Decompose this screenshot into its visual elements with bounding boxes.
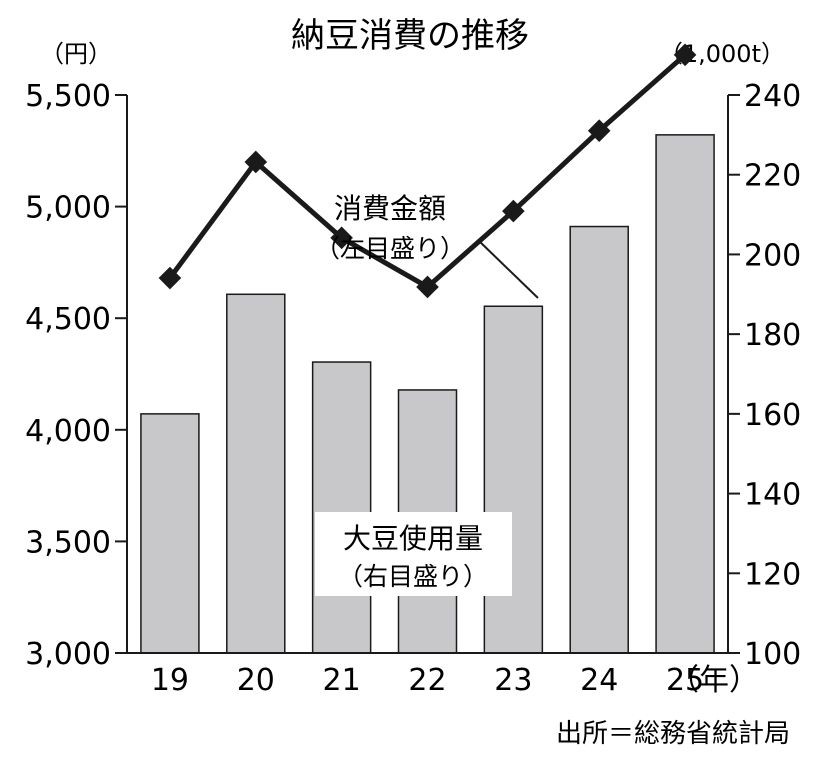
right-tick-label: 180 bbox=[744, 318, 801, 353]
right-tick-label: 240 bbox=[744, 79, 801, 114]
line-series-note: （左目盛り） bbox=[315, 234, 465, 263]
left-tick-label: 5,500 bbox=[25, 79, 111, 114]
bar bbox=[226, 293, 286, 654]
right-tick-label: 220 bbox=[744, 159, 801, 194]
x-tick-label: 19 bbox=[151, 663, 189, 698]
bar-label-box bbox=[315, 512, 512, 596]
right-tick-label: 200 bbox=[744, 238, 801, 273]
x-axis-ticks: 19 20 21 22 23 24 25 bbox=[151, 663, 704, 698]
left-tick-label: 4,500 bbox=[25, 302, 111, 337]
x-tick-label: 24 bbox=[580, 663, 618, 698]
right-tick-label: 120 bbox=[744, 557, 801, 592]
right-tick-label: 100 bbox=[744, 637, 801, 672]
line-leader bbox=[477, 239, 539, 299]
left-tick-label: 5,000 bbox=[25, 191, 111, 226]
bar bbox=[655, 134, 715, 654]
line-point bbox=[416, 275, 439, 299]
source-note: 出所＝総務省統計局 bbox=[556, 719, 790, 749]
bar-series-note: （右目盛り） bbox=[338, 562, 488, 591]
right-tick-label: 160 bbox=[744, 398, 801, 433]
right-axis-ticks: 240 220 200 180 160 140 120 100 bbox=[728, 79, 801, 672]
bar bbox=[569, 225, 629, 654]
x-tick-label: 25 bbox=[666, 663, 704, 698]
left-tick-label: 4,000 bbox=[25, 414, 111, 449]
bar bbox=[483, 305, 544, 654]
left-axis-ticks: 5,500 5,000 4,500 4,000 3,500 3,000 bbox=[25, 79, 127, 672]
left-tick-label: 3,000 bbox=[25, 637, 111, 672]
x-tick-label: 22 bbox=[408, 663, 446, 698]
chart-title: 納豆消費の推移 bbox=[291, 16, 529, 56]
line-series-label: 消費金額 bbox=[334, 192, 446, 225]
left-axis-unit: （円） bbox=[40, 40, 112, 68]
bar bbox=[140, 413, 200, 654]
bar-series-label: 大豆使用量 bbox=[343, 522, 483, 555]
x-tick-label: 20 bbox=[237, 663, 275, 698]
x-axis-unit: （年） bbox=[669, 663, 759, 698]
x-tick-label: 23 bbox=[494, 663, 532, 698]
bar bbox=[311, 361, 372, 654]
right-tick-label: 140 bbox=[744, 478, 801, 513]
left-tick-label: 3,500 bbox=[25, 525, 111, 560]
x-tick-label: 21 bbox=[323, 663, 361, 698]
line-point bbox=[587, 119, 611, 143]
line-point bbox=[502, 199, 525, 223]
